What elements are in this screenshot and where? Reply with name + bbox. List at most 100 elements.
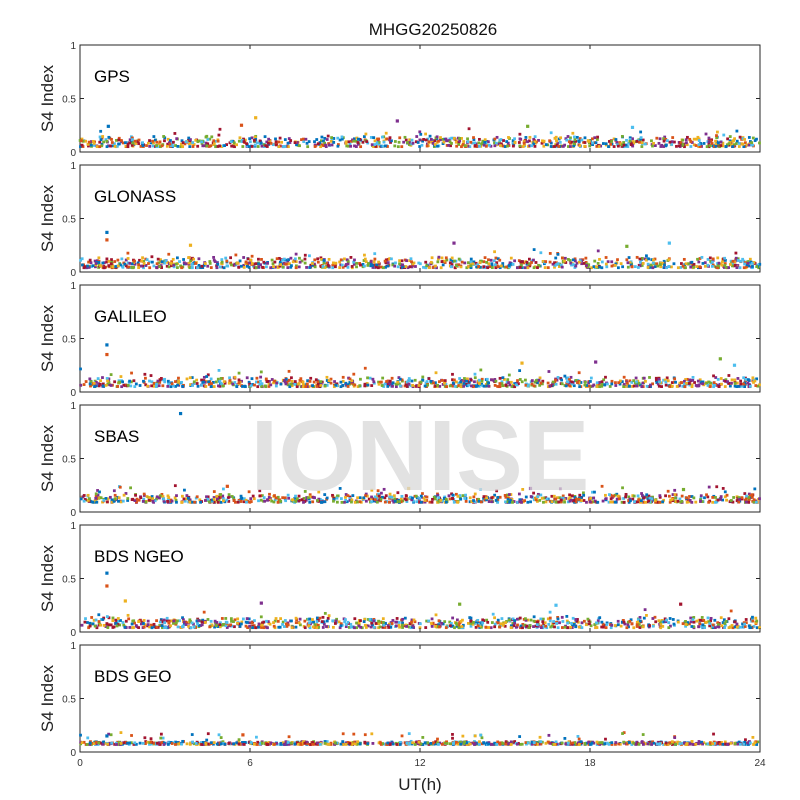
s4-point bbox=[398, 259, 401, 263]
s4-point bbox=[161, 626, 164, 630]
s4-point bbox=[723, 385, 727, 388]
s4-point bbox=[514, 381, 518, 385]
s4-point bbox=[717, 261, 721, 265]
s4-point bbox=[475, 265, 479, 269]
s4-point bbox=[216, 262, 220, 266]
s4-point bbox=[97, 620, 101, 623]
s4-point bbox=[460, 145, 463, 149]
s4-point bbox=[547, 622, 551, 626]
s4-point bbox=[364, 499, 368, 503]
s4-point bbox=[143, 372, 147, 376]
s4-point bbox=[688, 495, 691, 498]
s4-point bbox=[471, 385, 475, 389]
s4-point bbox=[174, 262, 178, 266]
s4-point bbox=[506, 144, 509, 148]
s4-point bbox=[113, 742, 117, 746]
s4-point bbox=[96, 377, 100, 380]
y-tick-label: 0.5 bbox=[62, 575, 76, 586]
s4-point bbox=[464, 499, 468, 503]
s4-point bbox=[687, 500, 691, 504]
s4-point bbox=[271, 143, 275, 147]
s4-point bbox=[729, 625, 732, 629]
s4-point bbox=[79, 383, 83, 387]
s4-point bbox=[641, 138, 645, 142]
s4-point bbox=[319, 380, 323, 384]
s4-point bbox=[667, 265, 671, 268]
s4-point bbox=[307, 140, 311, 143]
y-axis-label: S4 Index bbox=[38, 304, 57, 372]
s4-point bbox=[322, 622, 326, 626]
s4-point bbox=[549, 131, 553, 135]
s4-point bbox=[315, 626, 319, 630]
s4-point bbox=[380, 135, 384, 139]
s4-point bbox=[158, 496, 161, 500]
s4-point bbox=[96, 493, 100, 497]
s4-point bbox=[605, 623, 609, 626]
s4-point bbox=[260, 384, 263, 388]
s4-point bbox=[431, 141, 435, 145]
s4-point bbox=[197, 619, 201, 622]
s4-point bbox=[160, 492, 164, 496]
s4-point bbox=[257, 265, 261, 269]
s4-point bbox=[192, 742, 196, 746]
s4-point bbox=[219, 377, 223, 380]
s4-point bbox=[124, 258, 128, 262]
s4-point bbox=[254, 139, 258, 143]
s4-point bbox=[115, 495, 119, 499]
s4-point bbox=[622, 375, 626, 379]
s4-point bbox=[498, 266, 502, 270]
s4-point bbox=[181, 625, 184, 629]
s4-point bbox=[692, 496, 696, 500]
s4-point bbox=[182, 258, 185, 261]
s4-point bbox=[568, 493, 571, 497]
s4-point bbox=[326, 134, 330, 138]
s4-point bbox=[272, 381, 275, 385]
s4-point bbox=[640, 141, 644, 145]
s4-point bbox=[743, 262, 747, 266]
s4-point bbox=[469, 140, 473, 144]
s4-point bbox=[539, 617, 543, 621]
s4-point bbox=[401, 617, 405, 621]
s4-point bbox=[666, 489, 670, 493]
s4-point bbox=[319, 139, 323, 143]
s4-point bbox=[106, 626, 110, 629]
s4-point bbox=[725, 493, 729, 497]
s4-point bbox=[206, 618, 210, 621]
s4-point bbox=[289, 382, 293, 386]
s4-point bbox=[273, 494, 276, 497]
s4-point bbox=[109, 623, 113, 627]
s4-point bbox=[572, 142, 576, 146]
s4-point bbox=[415, 384, 418, 388]
s4-point bbox=[139, 622, 143, 626]
s4-point bbox=[387, 383, 390, 387]
s4-point bbox=[683, 145, 686, 149]
s4-point bbox=[139, 145, 143, 148]
plot-area bbox=[79, 164, 761, 273]
s4-point bbox=[450, 263, 454, 266]
s4-point bbox=[494, 379, 498, 383]
s4-point bbox=[653, 265, 657, 269]
s4-point bbox=[373, 497, 377, 501]
s4-point bbox=[523, 143, 526, 147]
s4-point bbox=[290, 380, 294, 383]
s4-point bbox=[627, 384, 631, 388]
s4-point bbox=[203, 144, 207, 148]
s4-point bbox=[624, 495, 628, 499]
s4-point bbox=[506, 141, 510, 145]
s4-point bbox=[273, 265, 277, 269]
s4-point bbox=[322, 144, 326, 148]
s4-point bbox=[747, 492, 751, 496]
s4-point bbox=[570, 494, 574, 498]
s4-point bbox=[613, 624, 617, 627]
s4-point bbox=[587, 619, 591, 623]
s4-point bbox=[395, 498, 399, 501]
s4-point bbox=[577, 371, 581, 375]
s4-point bbox=[162, 499, 166, 503]
s4-point bbox=[602, 378, 606, 382]
s4-point bbox=[362, 620, 366, 624]
s4-point bbox=[588, 500, 592, 504]
s4-point bbox=[131, 619, 135, 623]
s4-point bbox=[433, 139, 437, 143]
s4-point bbox=[704, 132, 708, 136]
s4-point bbox=[331, 263, 335, 267]
